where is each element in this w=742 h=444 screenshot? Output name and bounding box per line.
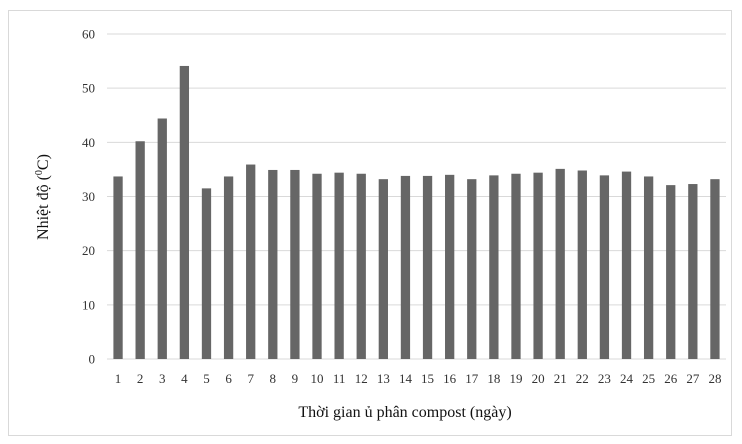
bar-day-1 — [113, 176, 123, 359]
y-tick-label: 0 — [89, 352, 96, 367]
y-axis-title-superscript: 0 — [34, 170, 45, 175]
x-tick-label: 11 — [333, 371, 346, 386]
bar-day-22 — [577, 170, 587, 359]
gridlines — [107, 33, 726, 360]
bar-day-18 — [489, 175, 499, 359]
bar-day-11 — [334, 172, 344, 359]
y-tick-label: 60 — [82, 27, 95, 42]
x-tick-label: 3 — [159, 371, 166, 386]
bar-day-23 — [599, 175, 610, 359]
x-tick-label: 24 — [620, 371, 634, 386]
bar-day-27 — [688, 184, 698, 359]
y-tick-label: 50 — [82, 81, 95, 96]
x-tick-label: 17 — [465, 371, 479, 386]
bar-day-6 — [223, 176, 234, 359]
x-tick-label: 4 — [181, 371, 188, 386]
bar-day-16 — [445, 174, 455, 359]
x-tick-label: 8 — [270, 371, 277, 386]
bar-day-5 — [201, 188, 212, 359]
x-tick-label: 2 — [137, 371, 144, 386]
x-axis-title: Thời gian ủ phân compost (ngày) — [298, 404, 511, 421]
bar-day-8 — [268, 169, 278, 359]
x-tick-label: 14 — [399, 371, 413, 386]
x-tick-label: 26 — [664, 371, 678, 386]
x-tick-label: 5 — [203, 371, 210, 386]
y-tick-labels: 0 10 20 30 40 50 60 — [82, 27, 95, 367]
x-tick-label: 16 — [443, 371, 457, 386]
y-tick-label: 20 — [82, 243, 95, 258]
y-tick-label: 10 — [82, 297, 95, 312]
bar-day-4 — [179, 65, 190, 359]
bar-day-9 — [290, 169, 300, 359]
chart-frame — [8, 10, 732, 436]
x-tick-label: 20 — [532, 371, 545, 386]
x-tick-label: 13 — [377, 371, 390, 386]
x-tick-label: 1 — [115, 371, 122, 386]
x-tick-label: 27 — [686, 371, 700, 386]
x-tick-label: 22 — [576, 371, 589, 386]
x-tick-label: 7 — [247, 371, 254, 386]
bar-day-3 — [157, 118, 167, 359]
x-tick-label: 9 — [292, 371, 299, 386]
bar-day-7 — [246, 164, 256, 359]
x-tick-label: 12 — [355, 371, 368, 386]
y-axis-title: Nhiệt độ (0C) — [34, 154, 52, 240]
bar-day-19 — [511, 173, 521, 359]
x-tick-label: 6 — [225, 371, 232, 386]
bar-day-2 — [135, 141, 145, 359]
x-tick-label: 28 — [708, 371, 721, 386]
x-tick-label: 19 — [509, 371, 522, 386]
x-tick-label: 23 — [598, 371, 611, 386]
bar-day-21 — [555, 168, 565, 359]
bar-day-24 — [621, 171, 632, 359]
x-tick-labels: 1 2 3 4 5 6 7 8 9 10 11 12 13 14 15 16 17 18 19 20 21 22 23 24 2… — [115, 371, 722, 386]
y-axis-title-suffix: C) — [35, 154, 52, 170]
bar-day-12 — [356, 173, 366, 359]
bar-day-15 — [422, 175, 433, 359]
x-tick-label: 18 — [487, 371, 500, 386]
bar-day-26 — [666, 185, 676, 359]
bar-day-13 — [378, 179, 388, 359]
y-tick-label: 40 — [82, 135, 95, 150]
bars — [113, 65, 720, 359]
x-tick-label: 10 — [311, 371, 324, 386]
x-tick-label: 15 — [421, 371, 434, 386]
x-tick-label: 25 — [642, 371, 655, 386]
y-tick-label: 30 — [82, 189, 95, 204]
bar-day-20 — [533, 172, 543, 359]
bar-day-10 — [312, 173, 322, 359]
bar-day-25 — [643, 176, 654, 359]
bar-day-14 — [400, 175, 411, 359]
bar-day-28 — [710, 179, 720, 359]
bar-day-17 — [467, 179, 477, 359]
y-axis-title-prefix: Nhiệt độ ( — [35, 175, 52, 240]
x-tick-label: 21 — [554, 371, 567, 386]
